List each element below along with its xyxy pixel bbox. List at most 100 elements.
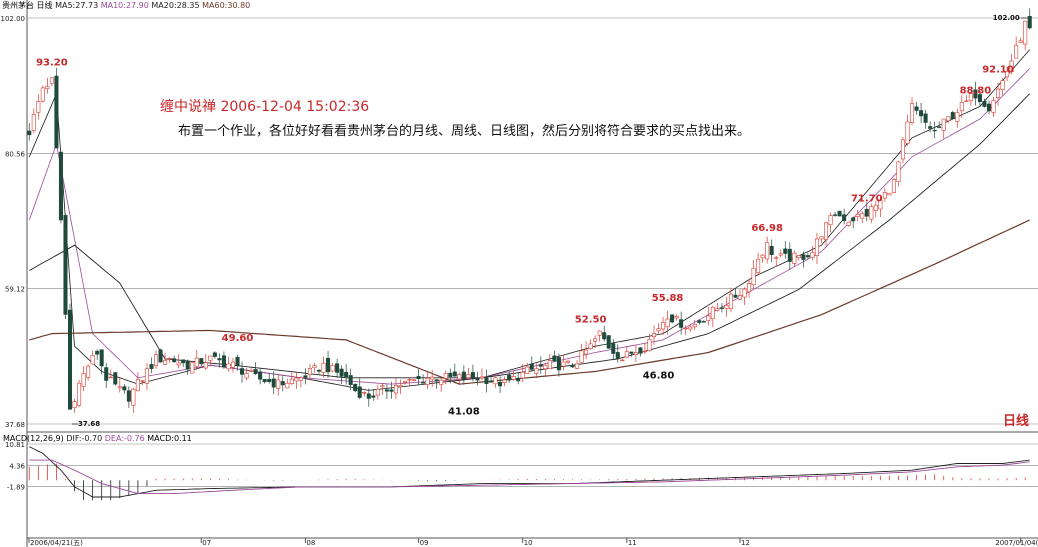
candle-body [964,100,969,102]
candle-body [307,367,312,375]
candle-body [538,364,543,367]
candle-body [769,245,774,255]
candle-body [154,354,159,367]
candle-body [253,369,258,374]
ma-line-ma5 [28,49,1030,391]
candle-body [230,361,236,368]
candle-body [430,376,435,380]
candle-body [511,376,516,380]
price-tick-label: 80.56 [5,150,26,158]
candle-body [131,388,136,406]
candle-body [873,204,878,211]
candle-body [493,377,498,385]
candle-body [366,393,371,399]
time-tick-label: 11 [628,539,637,547]
price-label: 102.00 [993,14,1020,22]
candle-body [923,113,928,123]
candle-body [199,358,204,365]
candle-body [629,351,634,354]
candle-body [95,350,100,355]
candle-body [774,257,779,259]
candle-body [357,386,362,398]
candle-body [688,326,693,330]
time-tick-label: 12 [741,539,750,547]
candle-body [760,254,765,259]
candle-body [670,314,675,323]
candle-body [805,255,810,258]
candle-body [529,363,534,370]
price-label: 93.20 [36,58,68,69]
ma-legend-item: MA60:30.80 [199,1,251,10]
candle-body [144,368,149,384]
candle-body [846,221,851,226]
candle-body [692,323,697,328]
candle-body [484,377,489,385]
candle-body [765,242,770,260]
candle-body [869,206,874,220]
candle-body [860,213,865,219]
candle-body [122,386,127,391]
candle-body [267,378,272,382]
candle-body [855,214,860,217]
candle-body [556,357,561,371]
candle-body [1009,60,1014,73]
candle-body [36,101,41,113]
candle-body [932,129,937,132]
ma-legend: MA5:27.73 MA10:27.90 MA20:28.35 MA60:30.… [55,1,250,10]
macd-tick-label: -1.89 [7,484,25,492]
macd-dif: DIF:-0.70 [66,434,103,443]
candle-body [443,373,448,379]
candle-body [208,355,213,361]
candle-body [810,252,815,259]
candle-body [851,217,856,222]
candle-body [919,110,924,117]
candle-body [842,214,847,221]
candle-body [271,378,276,388]
candle-body [27,130,32,136]
candle-body [176,362,181,366]
candle-body [941,118,946,131]
candle-body [1018,40,1023,43]
price-label: 41.08 [448,407,480,418]
candle-body [679,319,684,328]
candle-body [783,248,788,254]
candle-body [706,315,711,321]
candle-body [185,361,190,370]
candle-body [31,114,36,131]
candle-body [452,371,457,377]
candle-body [448,372,453,377]
candle-body [81,373,86,387]
candle-body [814,238,819,256]
candle-body [697,320,702,323]
candle-body [475,378,480,381]
candle-body [701,321,706,323]
candle-body [67,309,73,410]
chart-grid [26,0,1038,547]
price-tick-label: 59.12 [5,286,25,294]
candle-body [280,381,285,386]
candle-body [113,372,118,385]
candle-body [891,178,896,193]
candle-body [63,215,68,315]
candle-body [99,349,104,367]
candle-body [882,192,887,199]
price-label: 52.50 [575,314,607,325]
candle-body [996,88,1001,99]
candle-body [126,390,131,402]
candle-body [611,343,616,354]
macd-tick-label: 4.36 [9,463,25,471]
candle-body [642,350,647,353]
candle-body [661,322,666,330]
candle-body [289,378,294,384]
candle-body [212,352,217,357]
candle-body [203,362,208,369]
time-tick-label: 08 [306,539,315,547]
candle-body [565,360,571,363]
candle-body [117,386,122,389]
candle-body [968,93,973,102]
candle-body [724,304,729,309]
candle-body [914,106,919,111]
candle-body [49,77,54,84]
candle-body [498,381,503,387]
candle-body [651,333,657,338]
